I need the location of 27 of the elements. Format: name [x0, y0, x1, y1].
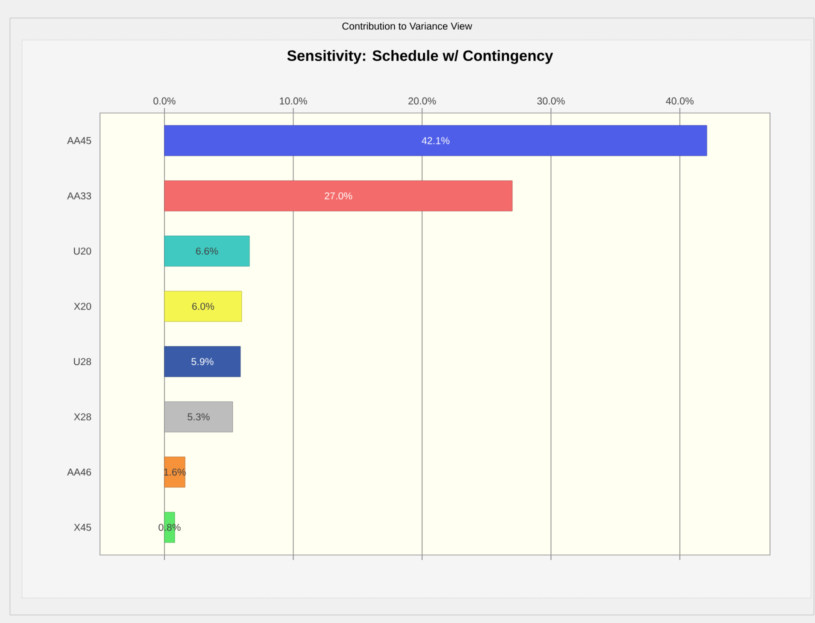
x-tick-label: 20.0%: [408, 97, 436, 104]
bar: [164, 236, 250, 267]
data-label: 42.1%: [422, 137, 450, 144]
data-label: 5.9%: [191, 358, 214, 366]
x-tick-label: 0.0%: [153, 97, 176, 104]
data-label: 27.0%: [324, 192, 352, 200]
y-tick-label: U20: [74, 248, 92, 255]
y-tick-label: AA46: [67, 468, 92, 476]
data-label: 6.6%: [196, 248, 218, 255]
chart-title: Sensitivity: Schedule w/ Contingency: [287, 50, 554, 64]
y-tick-label: X20: [74, 302, 92, 310]
y-tick-label: AA45: [67, 137, 92, 144]
data-label: 5.3%: [188, 413, 210, 420]
bar: [164, 346, 241, 378]
y-tick-label: U28: [74, 358, 92, 366]
x-tick-label: 30.0%: [537, 97, 565, 104]
y-tick-label: X45: [74, 524, 92, 531]
bar: [164, 125, 708, 156]
bar: [164, 180, 513, 212]
x-tick-label: 40.0%: [666, 97, 694, 104]
x-tick-label: 10.0%: [280, 97, 308, 104]
bar: [164, 290, 242, 322]
y-tick-label: AA33: [67, 192, 92, 200]
data-label: 0.8%: [158, 524, 181, 531]
chart-subtitle: Contribution to Variance View: [342, 22, 472, 30]
y-tick-label: X28: [74, 413, 92, 420]
data-label: 6.0%: [192, 302, 214, 310]
